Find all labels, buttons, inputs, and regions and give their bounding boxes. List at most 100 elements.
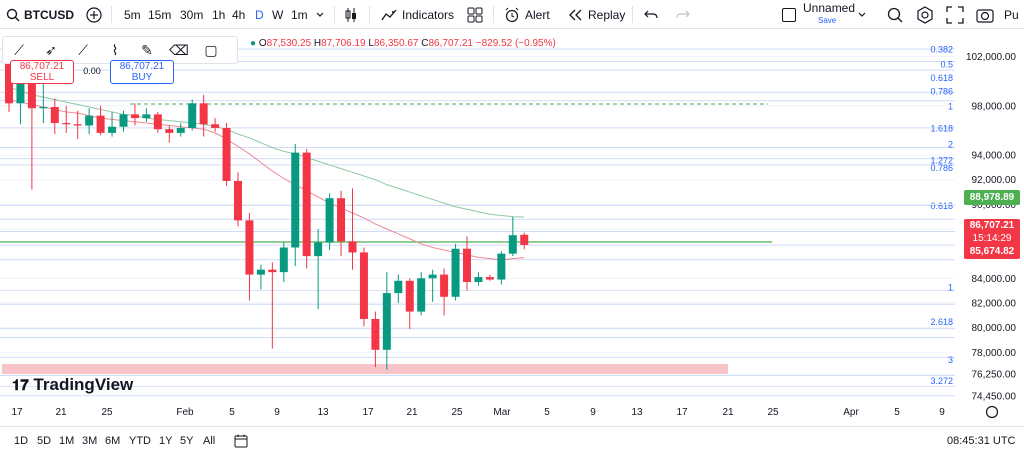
replay-button[interactable]: Replay xyxy=(568,0,625,29)
candle-body xyxy=(451,248,460,297)
layout-toggle[interactable] xyxy=(782,0,796,29)
alert-button[interactable]: Alert xyxy=(504,0,550,29)
price-tick-label: 82,000.00 xyxy=(972,298,1017,309)
candle-body xyxy=(463,248,471,283)
candle-body xyxy=(371,318,380,350)
price-axis: 102,000.00 98,000.00 94,000.00 92,000.00 90,… xyxy=(0,52,1016,403)
close-label: C xyxy=(421,38,429,49)
cursor-icon[interactable]: ➶ xyxy=(45,41,57,58)
price-chart[interactable]: 0.3820.50.6180.78611.61821.2720.7860.618… xyxy=(0,30,1024,424)
time-tick-label: 13 xyxy=(631,407,643,418)
range-6m[interactable]: 6M xyxy=(105,435,121,447)
add-circle-icon xyxy=(86,6,102,23)
gear-icon xyxy=(985,405,999,419)
candle-body xyxy=(5,54,13,104)
candle-body xyxy=(119,114,128,127)
buy-button[interactable]: 86,707.21 BUY xyxy=(110,60,174,84)
brush-icon[interactable]: ✎ xyxy=(141,41,153,58)
sell-label: SELL xyxy=(29,72,55,83)
redo-button[interactable] xyxy=(676,0,690,29)
time-tick-label: 21 xyxy=(55,407,67,418)
indicators-button[interactable]: Indicators xyxy=(381,0,454,29)
time-tick-label: 25 xyxy=(451,407,463,418)
logo-text: TradingView xyxy=(33,375,134,394)
symbol-search[interactable]: BTCUSD xyxy=(6,0,74,29)
layout-name[interactable]: Unnamed xyxy=(803,1,856,15)
candle-body xyxy=(314,242,323,257)
layout-dropdown[interactable] xyxy=(857,0,867,29)
interval-1m[interactable]: 1m xyxy=(291,7,308,22)
interval-30m[interactable]: 30m xyxy=(180,7,204,22)
range-1d[interactable]: 1D xyxy=(14,435,29,447)
fullscreen-button[interactable] xyxy=(946,0,964,29)
range-1y[interactable]: 1Y xyxy=(159,435,173,447)
candle-body xyxy=(222,127,231,181)
tradingview-logo[interactable]: 𝟏𝟕 TradingView xyxy=(12,375,133,395)
candle-body xyxy=(234,180,242,221)
candle-body xyxy=(474,277,483,283)
time-tick-label: 17 xyxy=(676,407,688,418)
candles-icon xyxy=(345,7,356,22)
low-value: 86,350.67 xyxy=(373,38,419,49)
fib-level-label: 2 xyxy=(948,139,953,149)
range-ytd[interactable]: YTD xyxy=(129,435,151,447)
interval-dropdown[interactable] xyxy=(315,0,325,29)
rectangle-icon[interactable]: ▢ xyxy=(204,41,218,58)
clock[interactable]: 08:45:31 UTC xyxy=(947,435,1016,447)
low-label: L xyxy=(368,38,374,49)
time-tick-label: Mar xyxy=(493,407,511,418)
interval-1h[interactable]: 1h xyxy=(212,7,226,22)
ohlc-legend: ● O87,530.25 H87,706.19 L86,350.67 C86,7… xyxy=(250,38,556,49)
bottom-toolbar: 1D 5D 1M 3M 6M YTD 1Y 5Y All 08:45:31 UT… xyxy=(0,426,1024,454)
price-tick-label: 98,000.00 xyxy=(972,101,1017,112)
candles-group xyxy=(5,44,529,370)
interval-15m[interactable]: 15m xyxy=(148,7,172,22)
settings-button[interactable] xyxy=(916,0,934,29)
candle-body xyxy=(188,103,197,128)
buy-price: 86,707.21 xyxy=(119,61,165,72)
eraser-icon[interactable]: ⌫ xyxy=(169,41,189,58)
layout-save-status[interactable]: Save xyxy=(818,15,837,25)
time-tick-label: 5 xyxy=(229,407,235,418)
interval-5m[interactable]: 5m xyxy=(124,7,141,22)
sell-button[interactable]: 86,707.21 SELL xyxy=(10,60,74,84)
layouts-button[interactable] xyxy=(467,0,483,29)
quick-search-button[interactable] xyxy=(886,0,904,29)
candle-body xyxy=(39,107,48,109)
trendline-icon[interactable]: ⟋ xyxy=(14,41,24,58)
candle-body xyxy=(73,124,82,126)
candle-body xyxy=(359,252,368,319)
chart-type-button[interactable] xyxy=(344,0,358,29)
time-tick-label: 13 xyxy=(317,407,329,418)
range-3m[interactable]: 3M xyxy=(82,435,98,447)
axis-settings-button[interactable] xyxy=(985,405,999,419)
compare-symbol-button[interactable] xyxy=(86,0,102,29)
interval-d[interactable]: D xyxy=(255,7,264,22)
range-all[interactable]: All xyxy=(203,435,216,447)
candle-body xyxy=(291,152,300,248)
last-price: 86,707.21 xyxy=(969,220,1015,231)
range-5y[interactable]: 5Y xyxy=(180,435,194,447)
ray-icon[interactable]: ⟋ xyxy=(78,41,88,58)
path-icon[interactable]: ⌇ xyxy=(111,41,119,58)
interval-4h[interactable]: 4h xyxy=(232,7,246,22)
fib-level-label: 0.5 xyxy=(940,59,953,69)
interval-w[interactable]: W xyxy=(272,7,284,22)
time-tick-label: 9 xyxy=(939,407,945,418)
fib-level-label: 3 xyxy=(948,355,953,365)
range-5d[interactable]: 5D xyxy=(37,435,52,447)
goto-date-button[interactable] xyxy=(234,427,248,455)
open-value: 87,530.25 xyxy=(266,38,312,49)
undo-button[interactable] xyxy=(644,0,658,29)
time-tick-label: 21 xyxy=(722,407,734,418)
candle-body xyxy=(279,247,288,273)
candle-body xyxy=(428,274,437,279)
candle-body xyxy=(199,103,208,125)
price-tick-label: 74,450.00 xyxy=(972,392,1017,403)
time-tick-label: 9 xyxy=(590,407,596,418)
candle-body xyxy=(96,115,105,133)
snapshot-button[interactable] xyxy=(976,0,994,29)
publish-button[interactable]: Pu xyxy=(1004,7,1019,22)
range-1m[interactable]: 1M xyxy=(59,435,75,447)
square-icon xyxy=(782,7,796,22)
